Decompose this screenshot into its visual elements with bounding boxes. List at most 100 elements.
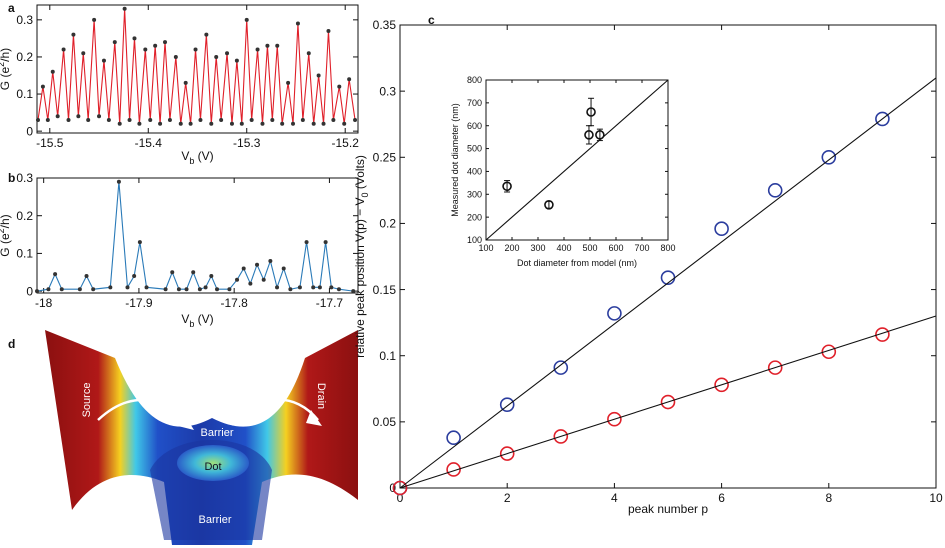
marker	[553, 360, 569, 375]
data-point	[260, 121, 265, 126]
y-tick-label: 0.2	[16, 209, 33, 223]
plot-area	[36, 177, 359, 294]
data-point	[35, 289, 39, 294]
data-point	[46, 287, 51, 292]
data-point	[214, 54, 219, 59]
data-point	[197, 287, 202, 292]
axis-label: peak number p	[628, 502, 708, 516]
data-point	[323, 240, 328, 245]
data-point	[127, 118, 132, 123]
plot-area	[36, 4, 359, 134]
x-tick-label: -17.8	[220, 296, 248, 310]
x-tick-label: 200	[504, 243, 519, 253]
axis-label: relative peak position V(p) − V0 (Volts)	[353, 155, 370, 358]
y-tick-label: 200	[467, 212, 482, 222]
data-point	[241, 266, 246, 271]
data-point	[353, 118, 358, 123]
data-point	[225, 51, 230, 56]
data-point	[203, 285, 208, 290]
surface	[45, 330, 358, 545]
data-point	[288, 287, 293, 292]
y-tick-label: 800	[467, 75, 482, 85]
x-tick-label: -17.9	[125, 296, 153, 310]
data-point	[132, 274, 137, 279]
data-point	[148, 118, 153, 123]
marker	[586, 107, 596, 117]
axis-label-part: /h)	[0, 214, 12, 228]
marker	[607, 411, 622, 427]
data-point	[261, 277, 266, 282]
data-point	[163, 287, 168, 292]
x-tick-label: 800	[660, 243, 675, 253]
x-tick-label: -18	[35, 296, 53, 310]
data-point	[137, 121, 142, 126]
series-line	[399, 77, 937, 489]
data-point	[281, 266, 286, 271]
axis-label: G (e2/h)	[0, 214, 12, 256]
axis-label-part: /h)	[0, 48, 12, 62]
data-point	[153, 43, 158, 48]
axis-label-part: b	[189, 319, 194, 329]
data-point	[173, 54, 178, 59]
x-tick-label: 8	[825, 491, 832, 505]
axis-label-part: b	[189, 156, 194, 166]
data-point	[106, 118, 111, 123]
data-point	[77, 287, 82, 292]
surface-illustration: d Source Barrier Dot Barrier Drain	[8, 330, 358, 545]
y-tick-label: 0.25	[373, 150, 397, 164]
marker	[660, 270, 676, 285]
data-point	[311, 285, 316, 290]
series-line	[37, 8, 356, 124]
data-point	[112, 40, 117, 45]
data-point	[268, 258, 273, 263]
axis-label-part: relative peak position V(p) − V	[353, 197, 367, 357]
marker	[595, 130, 605, 140]
y-tick-label: 600	[467, 121, 482, 131]
marker	[499, 397, 515, 412]
axis-label: Dot diameter from model (nm)	[517, 258, 637, 268]
marker	[544, 200, 554, 210]
data-point	[183, 80, 188, 85]
data-point	[255, 262, 260, 267]
surface-label: Dot	[204, 461, 221, 473]
data-point	[86, 118, 91, 123]
data-point	[81, 51, 86, 56]
y-tick-label: 0.3	[16, 13, 33, 27]
data-point	[239, 121, 244, 126]
data-point	[329, 285, 334, 290]
axis-label: Vb (V)	[181, 312, 213, 329]
chart: 0 2 4 6 8 100 0.05 0.1 0.15 0.2 0.25 0.3 0.35 c	[373, 13, 943, 505]
data-point	[125, 285, 130, 290]
marker	[821, 344, 837, 360]
y-tick-label: 300	[467, 189, 482, 199]
x-tick-label: -15.5	[36, 136, 64, 150]
data-point	[191, 270, 196, 275]
data-point	[45, 118, 50, 123]
x-tick-label: 700	[634, 243, 649, 253]
data-point	[297, 285, 302, 290]
y-tick-label: 0.05	[373, 415, 397, 429]
axis-label-part: V	[181, 312, 189, 326]
data-point	[50, 69, 55, 74]
data-point	[209, 274, 214, 279]
y-tick-label: 0.3	[16, 171, 33, 185]
data-point	[167, 118, 172, 123]
marker	[875, 327, 890, 342]
axis-label-part: 2	[0, 228, 6, 233]
surface-label: Barrier	[198, 514, 231, 526]
data-point	[244, 17, 249, 22]
axis-label-part: G (e	[0, 67, 12, 91]
x-tick-label: -15.2	[332, 136, 360, 150]
data-point	[158, 121, 163, 126]
y-tick-label: 400	[467, 167, 482, 177]
x-tick-label: 4	[611, 491, 618, 505]
marker	[499, 446, 515, 461]
y-tick-label: 500	[467, 144, 482, 154]
data-point	[336, 287, 341, 292]
y-tick-label: 0.1	[16, 247, 33, 261]
data-point	[316, 73, 321, 78]
marker	[875, 111, 890, 127]
data-point	[84, 274, 89, 279]
data-point	[286, 80, 291, 85]
x-tick-label: 10	[929, 491, 943, 505]
